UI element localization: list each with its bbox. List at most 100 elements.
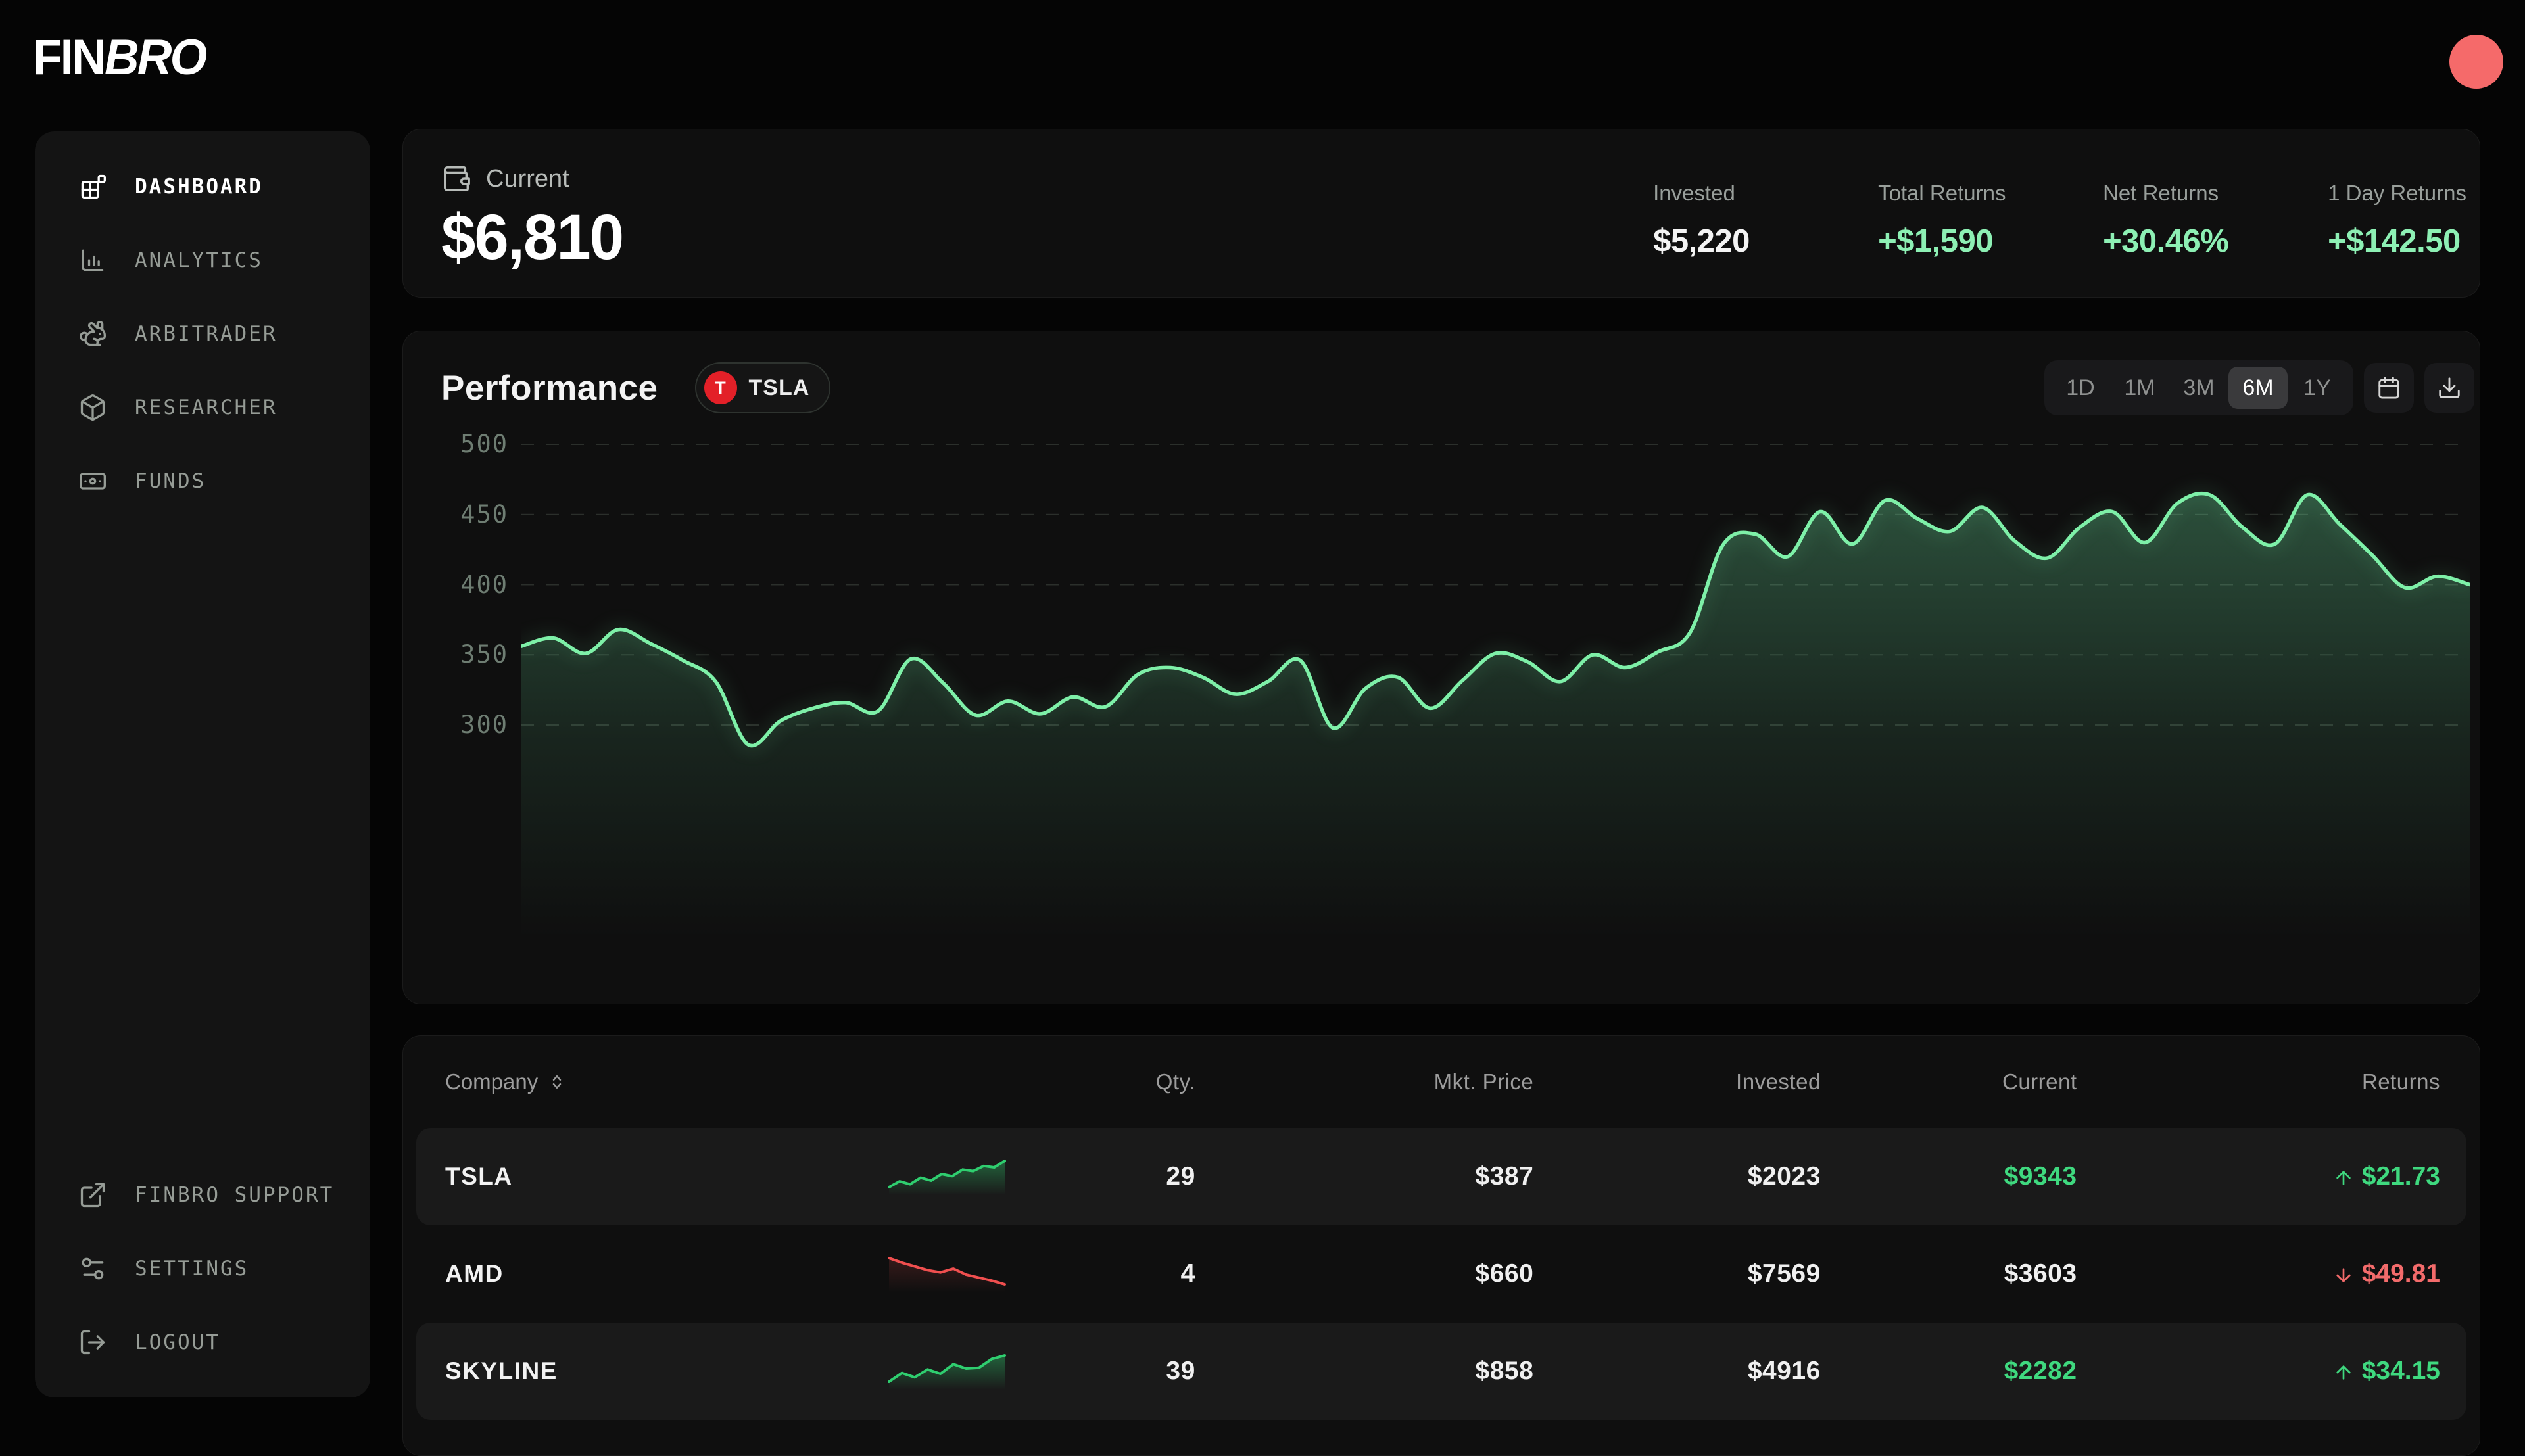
range-button-1y[interactable]: 1Y xyxy=(2303,375,2331,400)
company-header-label: Company xyxy=(445,1069,539,1094)
chart-controls: 1D 1M 3M 6M 1Y xyxy=(2044,360,2474,415)
current-label-text: Current xyxy=(486,164,569,193)
range-button-1m[interactable]: 1M xyxy=(2124,375,2155,400)
table-header-row: Company Qty. Mkt. Price Invested Current Retu… xyxy=(416,1036,2466,1128)
chart-area-fill xyxy=(521,493,2470,939)
returns-value: $34.15 xyxy=(2361,1357,2440,1385)
sidebar-item-arbitrader[interactable]: ARBITRADER xyxy=(35,297,370,371)
banknote-icon xyxy=(80,473,106,490)
tesla-logo-icon: T xyxy=(704,371,737,404)
sidebar-item-label: ARBITRADER xyxy=(135,322,277,346)
download-button[interactable] xyxy=(2424,363,2474,413)
ticker-badge-tsla[interactable]: T TSLA xyxy=(694,362,831,413)
column-header-current[interactable]: Current xyxy=(2002,1069,2077,1094)
stat-net-returns: Net Returns +30.46% xyxy=(2103,181,2328,260)
sparkline-up xyxy=(888,1353,1007,1390)
trend-sparkline xyxy=(888,1154,1031,1200)
y-axis-tick-450: 450 xyxy=(460,500,508,528)
user-avatar[interactable] xyxy=(2449,35,2503,89)
cube-icon xyxy=(80,394,105,421)
sparkline-up xyxy=(888,1159,1007,1195)
sidebar-item-label: FINBRO SUPPORT xyxy=(135,1183,335,1207)
rabbit-icon xyxy=(80,321,106,346)
external-link-icon xyxy=(80,1183,105,1208)
current-cell: $3603 xyxy=(2004,1259,2077,1288)
returns-value: $49.81 xyxy=(2361,1259,2440,1288)
sliders-icon xyxy=(82,1257,104,1280)
table-row-tsla[interactable]: TSLA 29 $387 $2023 $9343 $21.73 xyxy=(416,1128,2466,1225)
mkt-price-cell: $387 xyxy=(1475,1162,1534,1190)
performance-area-chart xyxy=(521,444,2470,939)
y-axis-tick-300: 300 xyxy=(460,711,508,739)
range-button-6m[interactable]: 6M xyxy=(2228,367,2288,409)
stat-value: +30.46% xyxy=(2103,223,2229,259)
sidebar-item-label: DASHBOARD xyxy=(135,175,263,199)
performance-card: Performance T TSLA 1D 1M 3M 6M 1Y 500 450 400 3… xyxy=(402,331,2480,1004)
stat-total-returns: Total Returns +$1,590 xyxy=(1878,181,2103,260)
sidebar-nav: DASHBOARD ANALYTICS ARBITRADER RESEARCHER FU… xyxy=(35,150,370,518)
company-name: TSLA xyxy=(445,1163,513,1190)
sort-icon xyxy=(552,1075,562,1089)
holdings-table: Company Qty. Mkt. Price Invested Current Retu… xyxy=(416,1036,2466,1420)
sidebar-item-dashboard[interactable]: DASHBOARD xyxy=(35,150,370,223)
topbar: FINBRO xyxy=(0,0,2525,129)
sidebar-item-logout[interactable]: LOGOUT xyxy=(35,1305,370,1379)
column-header-qty[interactable]: Qty. xyxy=(1155,1069,1195,1094)
stat-value: +$1,590 xyxy=(1878,223,1994,259)
invested-cell: $4916 xyxy=(1747,1357,1821,1385)
sidebar-item-analytics[interactable]: ANALYTICS xyxy=(35,223,370,297)
sidebar-item-researcher[interactable]: RESEARCHER xyxy=(35,371,370,444)
analytics-icon xyxy=(82,249,104,271)
wallet-icon xyxy=(444,166,470,191)
arrow-up-icon xyxy=(2336,1365,2351,1380)
calendar-icon xyxy=(2378,377,2399,399)
performance-header: Performance T TSLA 1D 1M 3M 6M 1Y xyxy=(441,360,2474,415)
company-name: SKYLINE xyxy=(445,1357,558,1384)
invested-cell: $2023 xyxy=(1747,1162,1821,1190)
current-balance-value: $6,810 xyxy=(441,201,624,273)
mkt-price-cell: $660 xyxy=(1475,1259,1534,1288)
portfolio-summary-card: Current $6,810 Invested $5,220 Total Retur… xyxy=(402,129,2480,298)
range-button-3m[interactable]: 3M xyxy=(2183,375,2215,400)
returns-value: $21.73 xyxy=(2361,1162,2440,1190)
holdings-table-card: Company Qty. Mkt. Price Invested Current Retu… xyxy=(402,1035,2480,1456)
column-header-invested[interactable]: Invested xyxy=(1736,1069,1821,1094)
qty-cell: 29 xyxy=(1166,1162,1195,1190)
sidebar-footer-nav: FINBRO SUPPORT SETTINGS LOGOUT xyxy=(35,1158,370,1379)
calendar-button[interactable] xyxy=(2364,363,2414,413)
performance-chart[interactable] xyxy=(521,439,2470,965)
time-range-segmented-control: 1D 1M 3M 6M 1Y xyxy=(2044,360,2353,415)
range-button-1d[interactable]: 1D xyxy=(2066,375,2095,400)
arrow-up-icon xyxy=(2336,1171,2351,1185)
ticker-badge-label: TSLA xyxy=(748,375,810,400)
returns-cell: $34.15 xyxy=(2077,1357,2466,1386)
stat-label: Total Returns xyxy=(1878,181,2006,205)
y-axis-tick-350: 350 xyxy=(460,640,508,669)
current-balance-label: Current xyxy=(441,164,569,194)
mkt-price-cell: $858 xyxy=(1475,1357,1534,1385)
stat-label: Invested xyxy=(1653,181,1735,205)
logo-text-regular: FIN xyxy=(33,30,107,85)
finbro-logo: FINBRO xyxy=(33,29,207,86)
stat-label: 1 Day Returns xyxy=(2328,181,2466,205)
sidebar: DASHBOARD ANALYTICS ARBITRADER RESEARCHER FU… xyxy=(35,131,370,1397)
y-axis-tick-400: 400 xyxy=(460,570,508,599)
invested-cell: $7569 xyxy=(1747,1259,1821,1288)
wallet-icon xyxy=(441,164,471,194)
column-header-returns[interactable]: Returns xyxy=(2361,1069,2440,1094)
returns-cell: $21.73 xyxy=(2077,1162,2466,1191)
returns-cell: $49.81 xyxy=(2077,1259,2466,1288)
arrow-down-icon xyxy=(2336,1268,2351,1282)
table-row-skyline[interactable]: SKYLINE 39 $858 $4916 $2282 $34.15 xyxy=(416,1323,2466,1420)
column-header-mkt-price[interactable]: Mkt. Price xyxy=(1433,1069,1534,1094)
sidebar-item-finbro-support[interactable]: FINBRO SUPPORT xyxy=(35,1158,370,1232)
summary-stats: Invested $5,220 Total Returns +$1,590 Net Re… xyxy=(1653,181,2466,260)
dashboard-icon xyxy=(81,174,106,199)
sidebar-item-settings[interactable]: SETTINGS xyxy=(35,1232,370,1305)
sidebar-item-label: ANALYTICS xyxy=(135,248,263,272)
sidebar-item-funds[interactable]: FUNDS xyxy=(35,444,370,518)
current-cell: $9343 xyxy=(2004,1162,2077,1190)
table-row-amd[interactable]: AMD 4 $660 $7569 $3603 $49.81 xyxy=(416,1225,2466,1323)
qty-cell: 39 xyxy=(1166,1357,1195,1385)
column-header-company[interactable]: Company xyxy=(416,1069,888,1094)
